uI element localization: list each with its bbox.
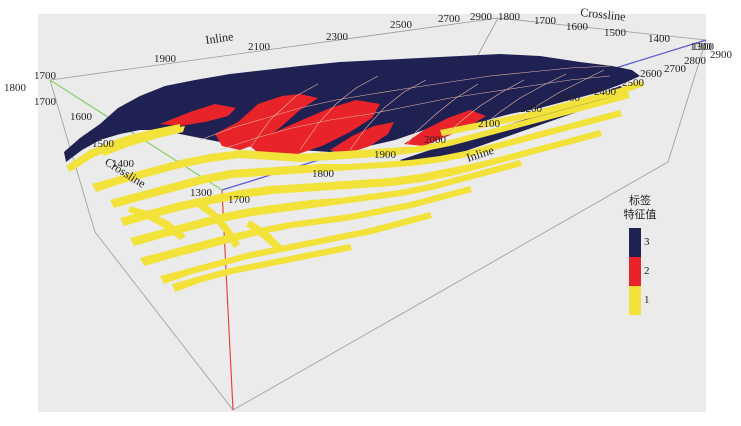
corner-left-label: 1700 (34, 70, 57, 82)
right-end-label: 1300 (690, 41, 713, 53)
crossline-left-tick: 1700 (34, 96, 57, 108)
inline-front-tick: 2500 (622, 77, 645, 89)
legend-color-bar (629, 228, 641, 315)
inline-front-tick: 2800 (684, 55, 707, 67)
horizon-red-patches (160, 94, 486, 158)
inline-front-tick: 2400 (594, 86, 617, 98)
right-end-label: 2900 (710, 49, 733, 61)
crossline-back-tick: 1400 (648, 33, 671, 45)
crossline-back-tick: 1800 (498, 11, 521, 23)
inline-front-tick: 2200 (520, 103, 543, 115)
crossline-back-axis: 1800 1700 1600 1500 1400 1300 Crossline (498, 5, 715, 53)
inline-back-tick: 2900 (470, 11, 493, 23)
crossline-left-tick: 1300 (190, 187, 213, 199)
legend-label-2: 2 (644, 265, 650, 277)
crossline-back-tick: 1600 (566, 21, 589, 33)
inline-front-tick: 2300 (558, 92, 581, 104)
crossline-left-tick: 1600 (70, 111, 93, 123)
legend-label-3: 3 (644, 236, 650, 248)
inline-front-tick: 2700 (664, 63, 687, 75)
inline-back-tick: 2500 (390, 19, 413, 31)
legend-swatch-3 (629, 228, 641, 257)
inline-front-axis: 1700 1800 1900 2000 2100 2200 2300 2400 … (228, 41, 733, 206)
inline-front-tick: 2100 (478, 118, 501, 130)
crossline-back-tick: 1300 (692, 41, 715, 53)
inline-front-tick: 2600 (640, 68, 663, 80)
crossline-back-title: Crossline (580, 5, 627, 24)
legend-swatch-2 (629, 257, 641, 286)
crossline-back-tick: 1700 (534, 15, 557, 27)
inline-front-tick: 1700 (228, 194, 251, 206)
inline-back-tick: 2700 (438, 13, 461, 25)
inline-back-tick: 2300 (326, 31, 349, 43)
crossline-left-tick: 1400 (112, 158, 135, 170)
legend-title-line2: 特征值 (623, 208, 657, 221)
inline-back-title: Inline (204, 29, 234, 47)
inline-front-tick: 1900 (374, 149, 397, 161)
inline-back-tick: 2100 (248, 41, 271, 53)
fault-lines (199, 65, 611, 155)
crossline-left-tick: 1500 (92, 138, 115, 150)
legend-swatch-1 (629, 286, 641, 315)
inline-back-tick: 1900 (154, 53, 177, 65)
crossline-back-tick: 1500 (604, 27, 627, 39)
legend-title-line1: 标签 (629, 194, 651, 207)
inline-back-axis: 1900 2100 2300 2500 2700 2900 Inline (154, 11, 493, 65)
corner-left-label: 1800 (4, 82, 27, 94)
inline-front-tick: 2000 (424, 134, 447, 146)
legend-label-1: 1 (644, 294, 650, 306)
horizon-yellow-bands (66, 80, 644, 292)
legend: 标签 特征值 3 2 1 (612, 194, 682, 315)
inline-front-tick: 1800 (312, 168, 335, 180)
